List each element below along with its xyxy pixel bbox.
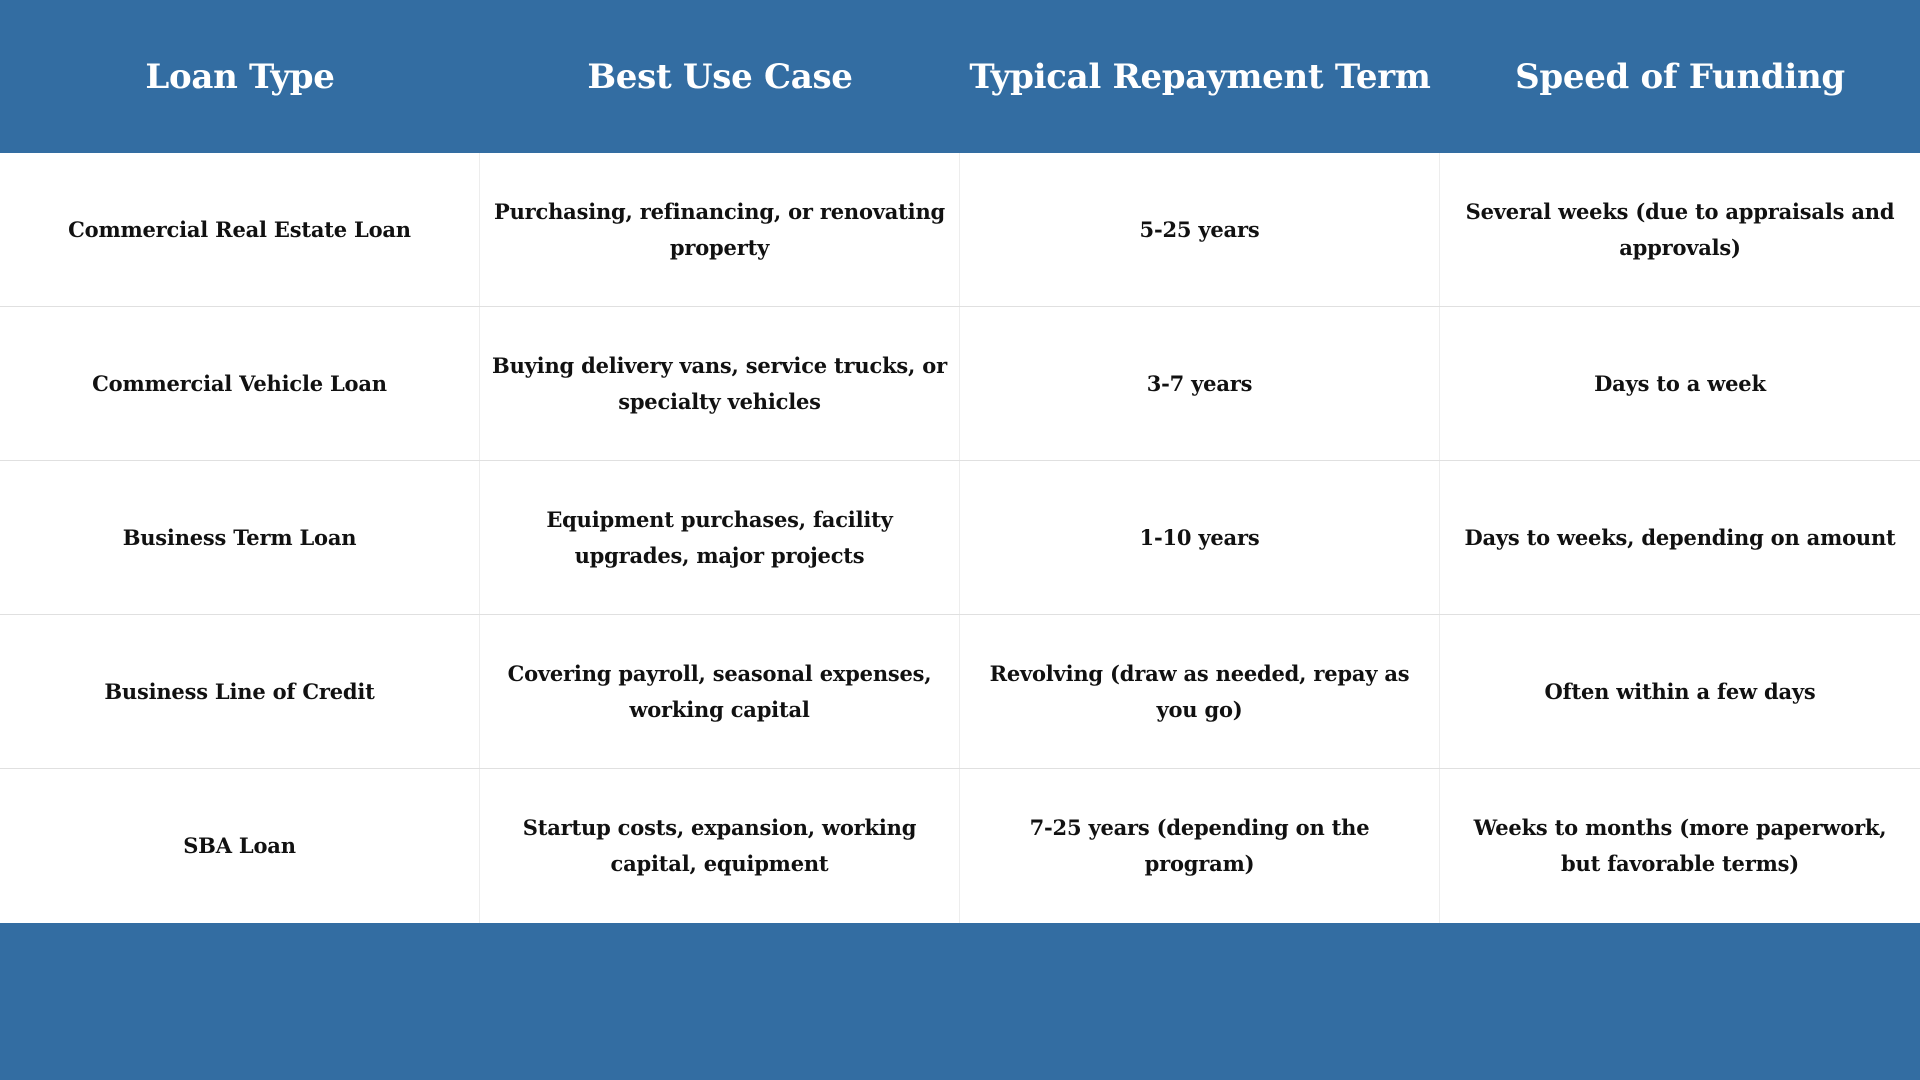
cell-repayment-term: 1-10 years xyxy=(960,461,1440,614)
table-body: Commercial Real Estate Loan Purchasing, … xyxy=(0,153,1920,923)
table-row: Business Term Loan Equipment purchases, … xyxy=(0,461,1920,615)
cell-loan-type: Commercial Vehicle Loan xyxy=(0,307,480,460)
table-header-row: Loan Type Best Use Case Typical Repaymen… xyxy=(0,0,1920,153)
cell-funding-speed: Often within a few days xyxy=(1544,678,1816,704)
cell-repayment-term: 7-25 years (depending on the program) xyxy=(960,769,1440,923)
table-row: Commercial Vehicle Loan Buying delivery … xyxy=(0,307,1920,461)
cell-best-use-case: Buying delivery vans, service trucks, or… xyxy=(480,307,960,460)
cell-loan-type: Business Term Loan xyxy=(0,461,480,614)
cell-best-use-case: Equipment purchases, facility upgrades, … xyxy=(480,461,960,614)
column-header-repayment-term: Typical Repayment Term xyxy=(969,56,1431,97)
cell-repayment-term: 3-7 years xyxy=(960,307,1440,460)
cell-repayment-term: 5-25 years xyxy=(960,153,1440,306)
column-header-loan-type: Loan Type xyxy=(145,56,335,97)
cell-funding-speed: Days to a week xyxy=(1594,370,1766,396)
cell-funding-speed: Several weeks (due to appraisals and app… xyxy=(1465,198,1895,260)
table-row: Business Line of Credit Covering payroll… xyxy=(0,615,1920,769)
cell-best-use-case: Purchasing, refinancing, or renovating p… xyxy=(480,153,960,306)
table-row: SBA Loan Startup costs, expansion, worki… xyxy=(0,769,1920,923)
cell-loan-type: Commercial Real Estate Loan xyxy=(0,153,480,306)
cell-loan-type: Business Line of Credit xyxy=(0,615,480,768)
cell-funding-speed: Days to weeks, depending on amount xyxy=(1464,524,1896,550)
table-row: Commercial Real Estate Loan Purchasing, … xyxy=(0,153,1920,307)
cell-funding-speed: Weeks to months (more paperwork, but fav… xyxy=(1473,815,1887,876)
cell-loan-type: SBA Loan xyxy=(0,769,480,923)
cell-best-use-case: Covering payroll, seasonal expenses, wor… xyxy=(480,615,960,768)
column-header-best-use-case: Best Use Case xyxy=(587,56,853,97)
footer-band xyxy=(0,923,1920,1080)
cell-repayment-term: Revolving (draw as needed, repay as you … xyxy=(960,615,1440,768)
cell-best-use-case: Startup costs, expansion, working capita… xyxy=(480,769,960,923)
column-header-funding-speed: Speed of Funding xyxy=(1515,56,1845,97)
